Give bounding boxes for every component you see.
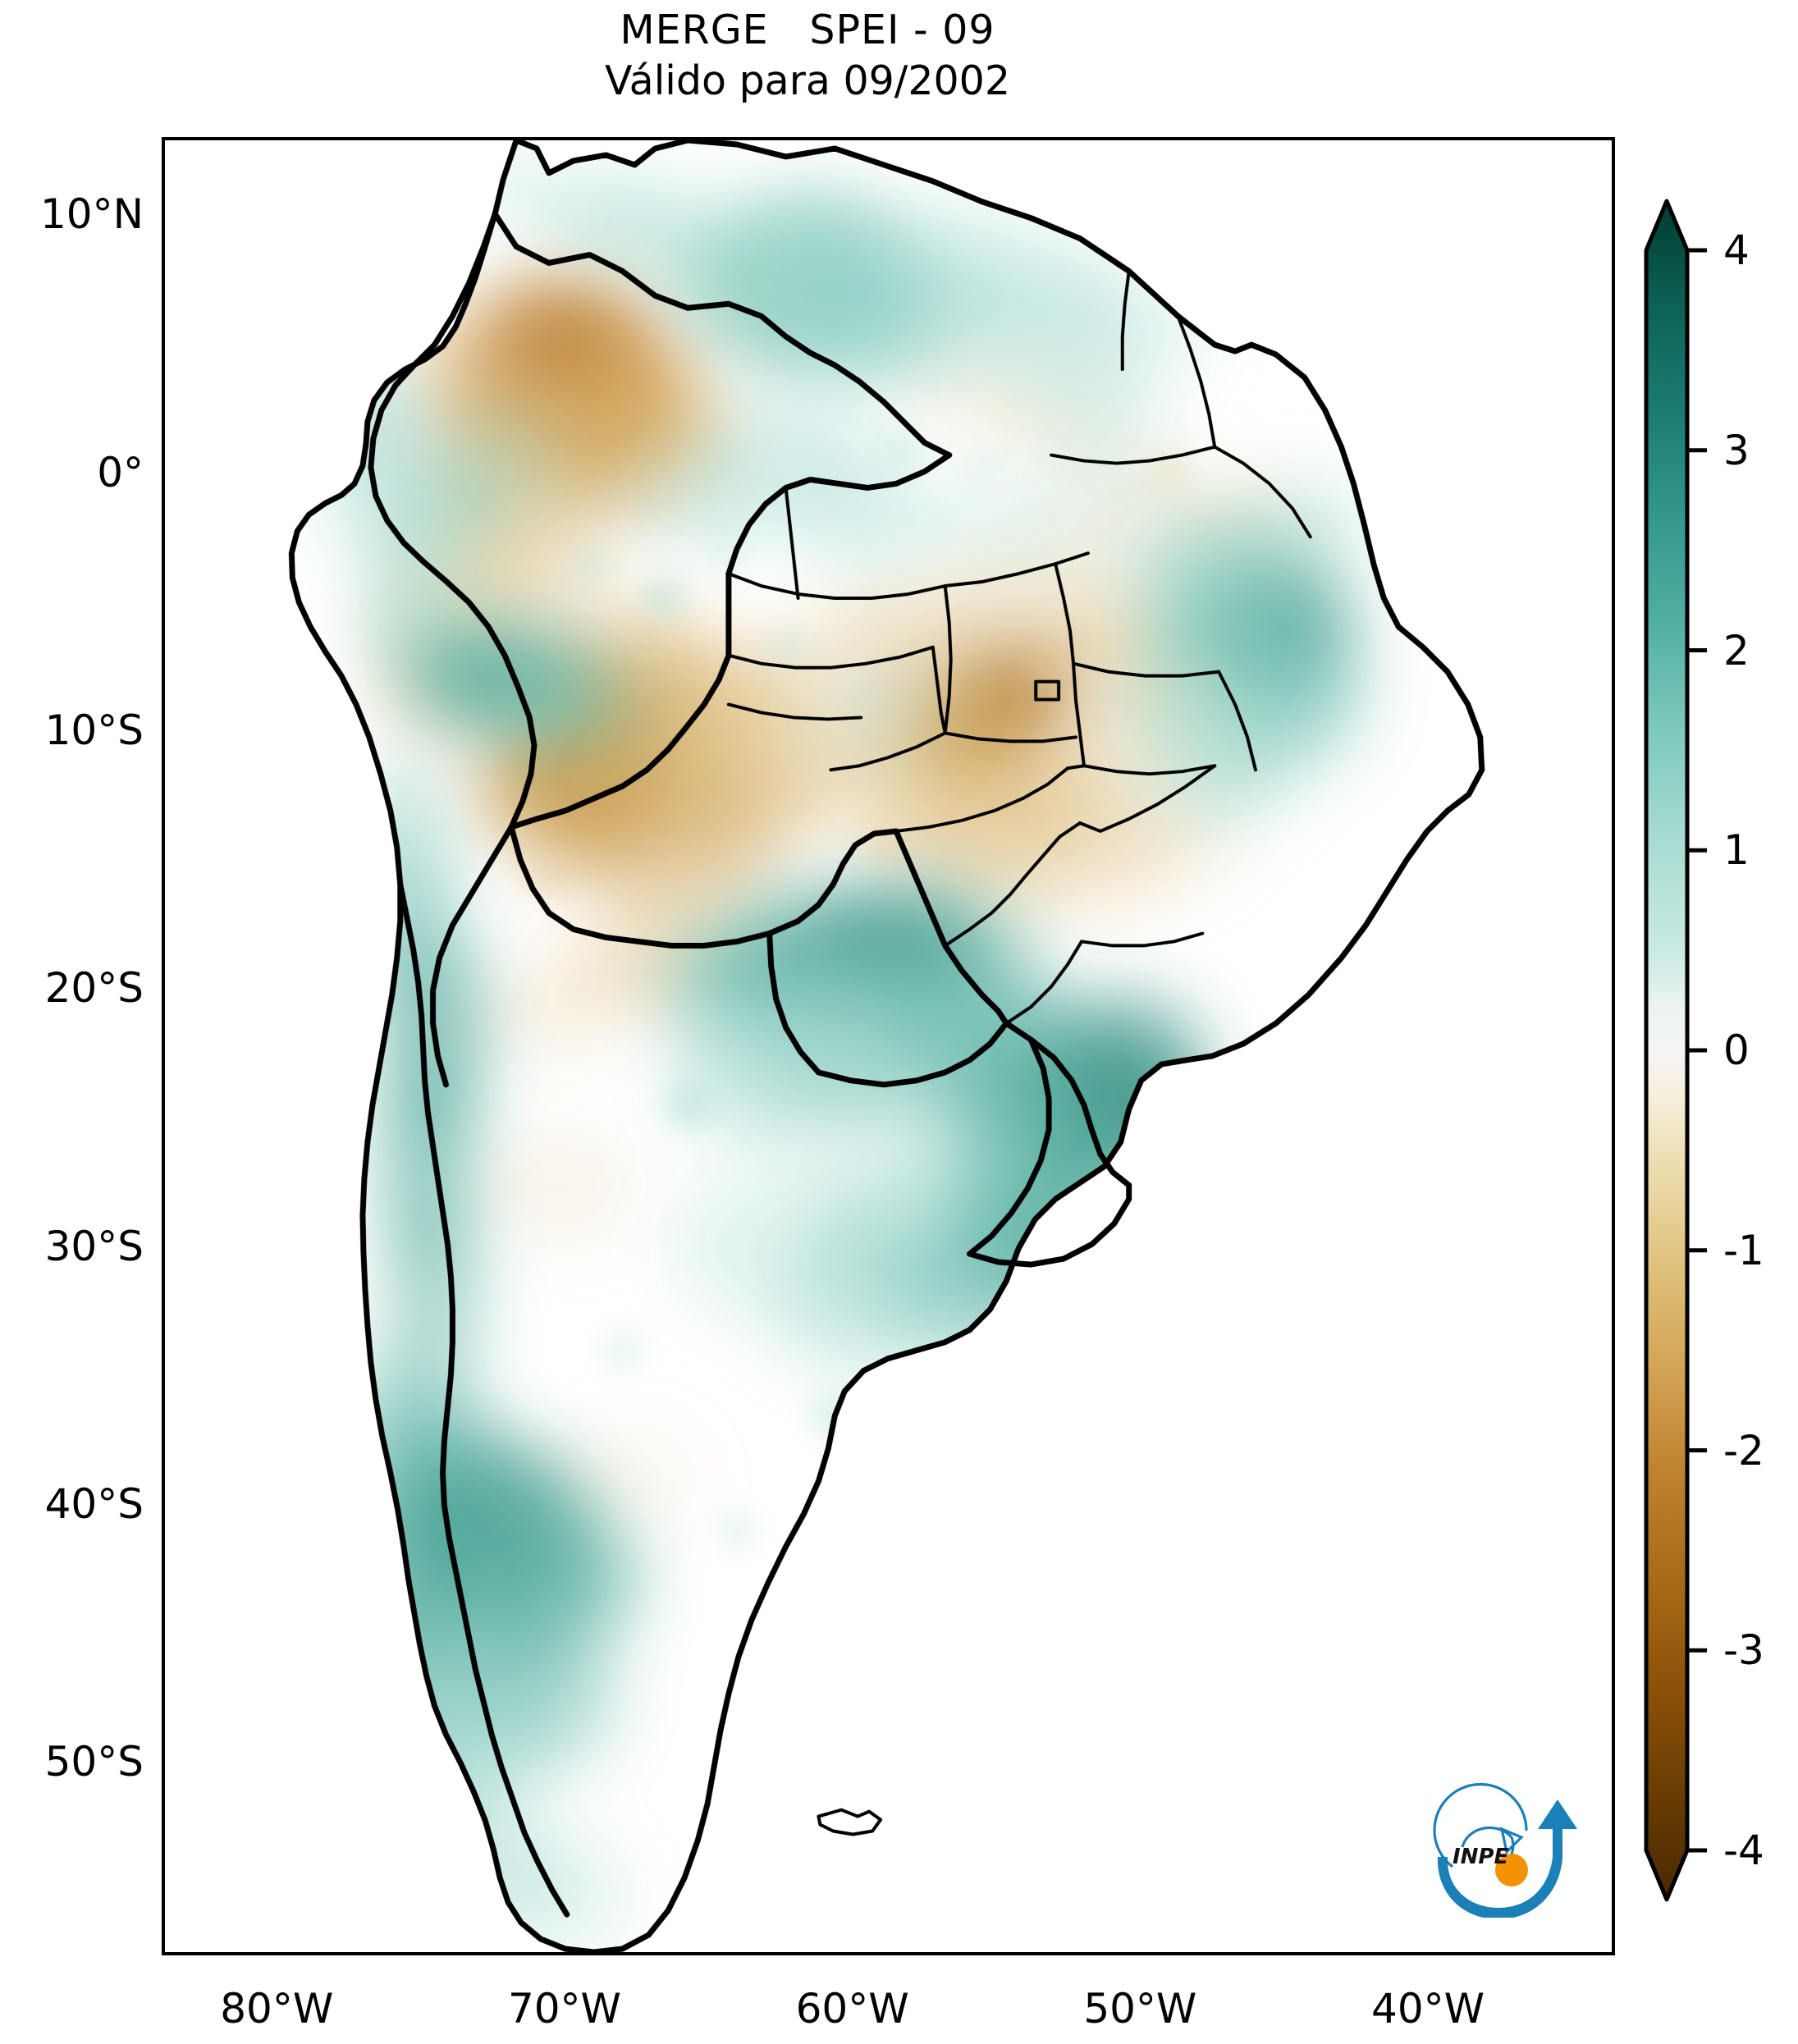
lat-tick-6: 50°S: [44, 1738, 144, 1786]
lon-tick-3: 50°W: [1083, 1985, 1197, 2033]
colorbar-gradient: [1644, 199, 1707, 1902]
colorbar-tick-label-1: 3: [1723, 426, 1750, 474]
colorbar-tick-label-7: -3: [1723, 1626, 1764, 1675]
map-svg: [288, 140, 1485, 1952]
lat-tick-3: 20°S: [44, 964, 144, 1013]
colorbar-tick-label-3: 1: [1723, 826, 1750, 875]
map-axes[interactable]: INPE: [162, 137, 1615, 1955]
colorbar-tick-label-2: 2: [1723, 626, 1750, 674]
inpe-logo-dot: [1495, 1854, 1528, 1886]
colorbar-tick-label-5: -1: [1723, 1226, 1764, 1274]
lat-tick-4: 30°S: [44, 1222, 144, 1270]
spei-heatmap-canvas: [165, 140, 1612, 1952]
lon-tick-4: 40°W: [1371, 1985, 1485, 2033]
lat-tick-1: 0°: [97, 448, 144, 496]
colorbar-tick-label-8: -4: [1723, 1827, 1764, 1874]
page-title: MERGE SPEI - 09: [620, 7, 995, 53]
lon-tick-2: 60°W: [795, 1985, 909, 2033]
title-block: MERGE SPEI - 09 Válido para 09/2002: [0, 5, 1615, 107]
inpe-logo-swoosh: [1433, 1782, 1577, 1919]
page-subtitle: Válido para 09/2002: [604, 57, 1011, 104]
inpe-logo-text: INPE: [1453, 1845, 1508, 1869]
colorbar-tick-label-0: 4: [1723, 226, 1750, 274]
colorbar-tick-label-4: 0: [1723, 1027, 1750, 1074]
lat-tick-5: 40°S: [44, 1479, 144, 1528]
lat-tick-2: 10°S: [44, 706, 144, 754]
country-borders: [288, 140, 1485, 1952]
colorbar[interactable]: 4 3 2 1 0 -1 -2 -3 -4: [1638, 164, 1798, 1937]
inpe-logo: INPE: [1430, 1778, 1585, 1919]
lon-tick-1: 70°W: [507, 1985, 621, 2033]
colorbar-tick-label-6: -2: [1723, 1426, 1764, 1475]
lon-tick-0: 80°W: [220, 1985, 334, 2033]
lat-tick-0: 10°N: [39, 190, 144, 239]
